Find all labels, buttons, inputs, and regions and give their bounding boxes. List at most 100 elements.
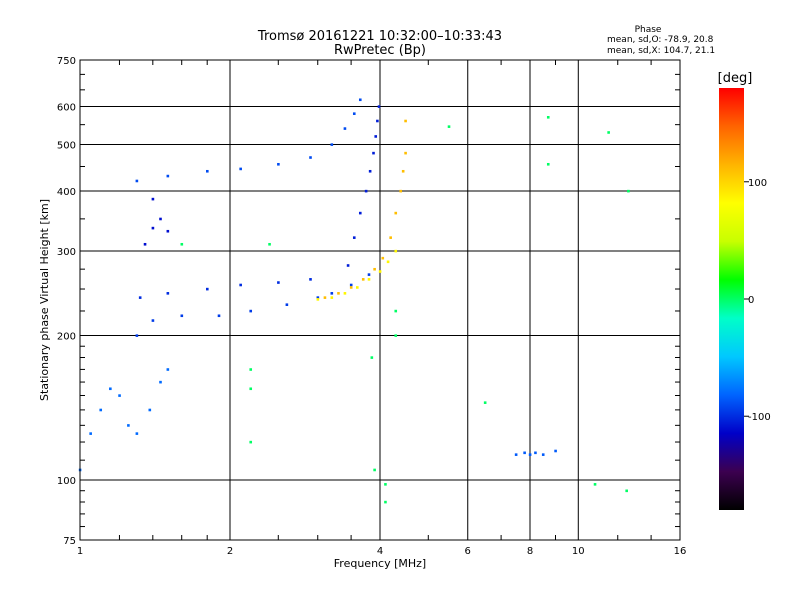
data-point [277, 162, 280, 166]
phase-header-title: Phase [635, 25, 662, 35]
phase-header-o: mean, sd,O: -78.9, 20.8 [607, 35, 714, 45]
data-point [118, 394, 121, 397]
data-point [166, 292, 170, 295]
data-point [166, 229, 170, 233]
data-point [358, 98, 362, 102]
data-point [372, 151, 375, 155]
data-point [394, 309, 398, 313]
data-point [447, 125, 451, 128]
data-point [399, 189, 403, 193]
data-point [166, 368, 170, 371]
data-point [394, 249, 398, 253]
data-point [627, 189, 630, 193]
data-point [277, 281, 280, 284]
data-point [151, 197, 155, 201]
data-point [546, 162, 550, 166]
data-point [249, 387, 253, 391]
data-point [143, 242, 147, 246]
data-point [135, 179, 139, 183]
y-tick-label: 300 [57, 247, 76, 258]
data-point [377, 105, 381, 108]
data-point [249, 309, 253, 313]
x-tick-label: 6 [465, 546, 471, 557]
data-point [534, 451, 537, 455]
y-tick-label: 600 [57, 103, 76, 114]
data-point [394, 211, 398, 215]
x-axis-label: Frequency [MHz] [334, 557, 426, 570]
x-tick-label: 4 [377, 546, 383, 557]
data-point [367, 273, 371, 276]
data-point [404, 151, 407, 155]
data-point [180, 242, 184, 246]
data-point [373, 267, 376, 271]
x-tick-label: 16 [674, 546, 687, 557]
data-point [127, 424, 130, 427]
colorbar-tick-label: -100 [748, 412, 771, 423]
y-tick-label: 100 [57, 476, 76, 487]
data-point [546, 116, 550, 119]
data-point [343, 292, 347, 295]
data-point [249, 368, 253, 371]
plot-frame [79, 59, 681, 541]
data-point [316, 298, 320, 301]
data-point [217, 314, 221, 318]
data-point [135, 432, 139, 435]
data-point [148, 408, 152, 412]
data-point [367, 278, 371, 281]
data-point [346, 264, 350, 267]
data-point [135, 334, 139, 337]
data-point [99, 408, 103, 412]
chart-title: Tromsø 20161221 10:32:00–10:33:43 [257, 29, 502, 44]
colorbar-tick-label: 100 [748, 178, 767, 189]
data-point [337, 292, 340, 295]
data-point [368, 169, 372, 173]
axes-layer: 1 2 4 6 8 10 16 75 100 200 300 400 500 600 750 [57, 56, 686, 557]
data-point [523, 451, 526, 455]
data-point [349, 286, 353, 289]
data-point [180, 314, 184, 318]
data-point [309, 156, 312, 159]
x-tick-label: 8 [527, 546, 533, 557]
data-point [625, 489, 628, 493]
data-point [239, 167, 242, 171]
data-point [541, 453, 545, 456]
data-point [376, 119, 379, 123]
data-point [343, 127, 347, 130]
data-point [394, 334, 398, 337]
data-point [249, 440, 253, 444]
data-point [355, 286, 359, 289]
data-point [514, 453, 518, 456]
x-tick-label: 2 [227, 546, 233, 557]
data-point [378, 270, 382, 273]
data-point [381, 256, 385, 260]
data-point [404, 119, 407, 123]
data-point [330, 296, 334, 299]
data-point [285, 303, 289, 306]
data-point [361, 278, 365, 281]
data-point [166, 174, 170, 178]
data-point [358, 211, 362, 215]
data-point [386, 260, 390, 264]
y-tick-label: 200 [57, 332, 76, 343]
data-point [374, 135, 378, 138]
data-point [364, 189, 368, 193]
data-point [373, 468, 376, 472]
data-point [330, 292, 334, 295]
data-point [401, 169, 405, 173]
data-point [151, 226, 155, 230]
data-point [349, 283, 353, 287]
data-point [309, 278, 312, 281]
data-point [323, 296, 327, 299]
data-point [205, 169, 209, 173]
data-point [239, 283, 242, 287]
y-tick-label: 750 [57, 56, 76, 67]
data-point [384, 500, 387, 504]
y-tick-label: 500 [57, 141, 76, 152]
data-point [159, 380, 162, 384]
data-point [483, 401, 487, 404]
data-point [205, 287, 209, 291]
data-point [370, 356, 374, 359]
data-point [554, 449, 557, 453]
y-axis-label: Stationary phase Virtual Height [km] [38, 199, 51, 401]
